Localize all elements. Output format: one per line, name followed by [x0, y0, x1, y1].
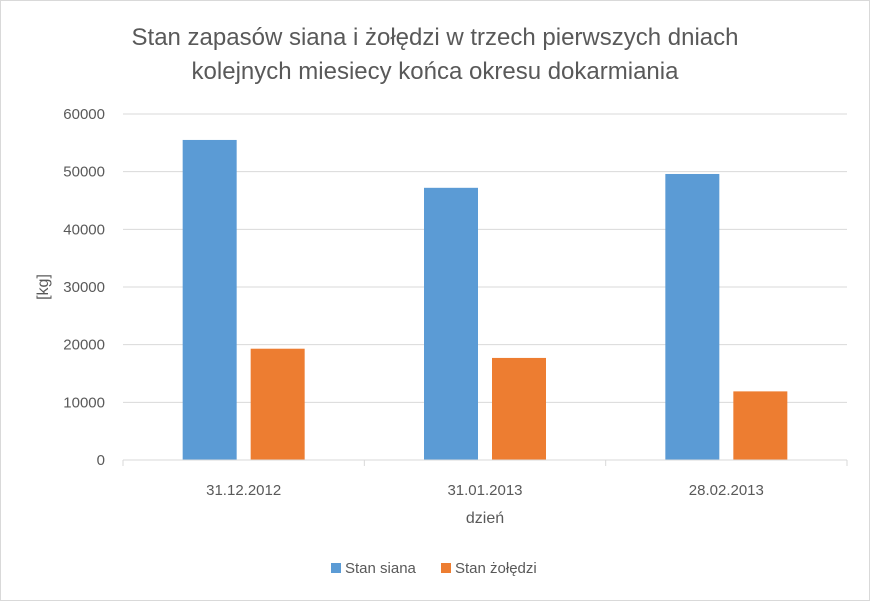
bar-zoledzi	[492, 357, 546, 460]
x-tick-label: 28.02.2013	[689, 482, 764, 499]
y-tick-label: 60000	[63, 106, 105, 123]
gridlines	[123, 113, 847, 403]
y-tick-label: 0	[97, 452, 105, 469]
x-axis-ticks: 31.12.2012 31.01.2013 28.02.2013	[206, 482, 764, 499]
legend: Stan siana Stan żołędzi	[331, 560, 537, 577]
legend-swatch	[441, 563, 451, 573]
legend-label: Stan siana	[345, 560, 417, 577]
bar-zoledzi	[250, 348, 305, 460]
y-axis-label: [kg]	[35, 274, 52, 300]
y-tick-label: 40000	[63, 221, 105, 238]
chart-title-line-2: kolejnych miesiecy końca okresu dokarmia…	[192, 58, 680, 85]
y-tick-label: 50000	[63, 164, 105, 181]
y-tick-label: 20000	[63, 337, 105, 354]
x-axis-label: dzień	[466, 510, 504, 527]
bar-siana	[182, 139, 237, 460]
x-tick-label: 31.12.2012	[206, 482, 281, 499]
y-tick-label: 30000	[63, 279, 105, 296]
y-axis-ticks: 0 10000 20000 30000 40000 50000 60000	[63, 106, 105, 469]
bar-zoledzi	[733, 391, 788, 460]
chart-title-line-1: Stan zapasów siana i żołędzi w trzech pi…	[132, 24, 739, 51]
bar-siana	[424, 187, 478, 460]
x-axis	[122, 459, 848, 466]
bar-siana	[665, 173, 720, 460]
legend-swatch	[331, 563, 341, 573]
legend-label: Stan żołędzi	[455, 560, 537, 577]
y-tick-label: 10000	[63, 394, 105, 411]
x-tick-label: 31.01.2013	[447, 482, 522, 499]
bars	[182, 139, 788, 460]
